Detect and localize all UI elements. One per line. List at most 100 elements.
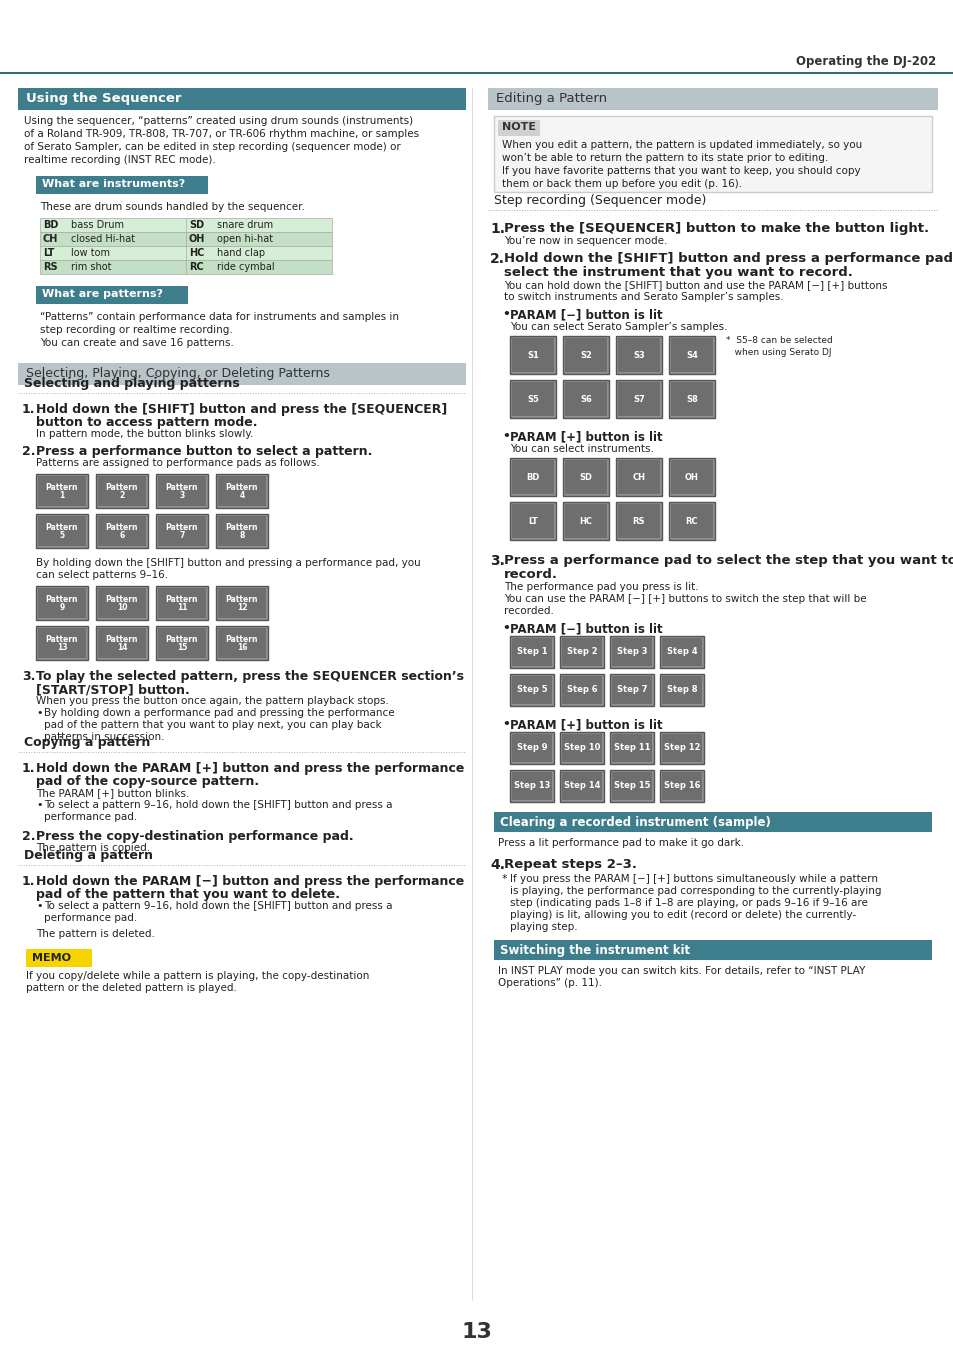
Bar xyxy=(668,458,714,495)
Bar xyxy=(215,586,268,620)
Text: 1.: 1. xyxy=(22,875,35,888)
Text: Pattern: Pattern xyxy=(106,524,138,532)
Bar xyxy=(564,504,606,539)
Text: pattern or the deleted pattern is played.: pattern or the deleted pattern is played… xyxy=(26,983,236,994)
Text: PARAM [−] button is lit: PARAM [−] button is lit xyxy=(510,308,662,321)
Bar xyxy=(40,217,332,232)
Text: Pattern: Pattern xyxy=(226,595,258,605)
Text: Step 9: Step 9 xyxy=(517,744,547,752)
Bar xyxy=(661,734,701,761)
Text: RC: RC xyxy=(685,517,698,525)
Bar xyxy=(661,639,701,666)
Bar xyxy=(18,363,465,385)
Bar xyxy=(609,674,654,706)
Bar xyxy=(215,514,268,548)
Bar xyxy=(559,636,603,668)
Bar xyxy=(38,589,86,618)
Text: 1.: 1. xyxy=(22,761,35,775)
Bar xyxy=(98,477,146,506)
Bar xyxy=(668,502,714,540)
Bar xyxy=(512,676,552,703)
Text: Press a lit performance pad to make it go dark.: Press a lit performance pad to make it g… xyxy=(497,838,743,848)
Text: Hold down the [SHIFT] button and press the [SEQUENCER]: Hold down the [SHIFT] button and press t… xyxy=(36,404,447,416)
Text: When you press the button once again, the pattern playback stops.: When you press the button once again, th… xyxy=(36,697,389,706)
Bar xyxy=(616,379,661,418)
Text: them or back them up before you edit (p. 16).: them or back them up before you edit (p.… xyxy=(501,180,741,189)
Bar xyxy=(18,88,465,109)
Bar xyxy=(98,589,146,618)
Text: Hold down the PARAM [+] button and press the performance: Hold down the PARAM [+] button and press… xyxy=(36,761,464,775)
Bar xyxy=(668,379,714,418)
Text: Hold down the PARAM [−] button and press the performance: Hold down the PARAM [−] button and press… xyxy=(36,875,464,888)
Text: recorded.: recorded. xyxy=(503,606,554,616)
Text: Pattern: Pattern xyxy=(166,483,198,493)
Bar xyxy=(36,176,208,194)
Bar xyxy=(618,504,659,539)
Bar xyxy=(96,626,148,660)
Bar xyxy=(659,636,703,668)
Text: Pattern: Pattern xyxy=(46,483,78,493)
Bar xyxy=(512,504,554,539)
Text: Pattern: Pattern xyxy=(106,636,138,644)
Text: S6: S6 xyxy=(579,394,591,404)
Bar xyxy=(564,382,606,416)
Text: Press a performance pad to select the step that you want to: Press a performance pad to select the st… xyxy=(503,554,953,567)
Bar xyxy=(510,379,556,418)
Text: 12: 12 xyxy=(236,603,247,613)
Text: S8: S8 xyxy=(685,394,698,404)
Text: PARAM [−] button is lit: PARAM [−] button is lit xyxy=(510,622,662,634)
Text: HC: HC xyxy=(189,248,204,258)
Bar xyxy=(512,460,554,494)
Text: Pattern: Pattern xyxy=(166,636,198,644)
Bar xyxy=(494,116,931,192)
Bar xyxy=(564,338,606,373)
Text: Step 6: Step 6 xyxy=(566,686,597,694)
Text: By holding down the [SHIFT] button and pressing a performance pad, you: By holding down the [SHIFT] button and p… xyxy=(36,558,420,568)
Bar xyxy=(659,769,703,802)
Text: of Serato Sampler, can be edited in step recording (sequencer mode) or: of Serato Sampler, can be edited in step… xyxy=(24,142,400,153)
Bar xyxy=(215,626,268,660)
Bar xyxy=(96,586,148,620)
Bar xyxy=(36,626,88,660)
Text: 2.: 2. xyxy=(490,252,504,266)
Text: S3: S3 xyxy=(633,351,644,359)
Text: In INST PLAY mode you can switch kits. For details, refer to “INST PLAY: In INST PLAY mode you can switch kits. F… xyxy=(497,967,864,976)
Text: If you press the PARAM [−] [+] buttons simultaneously while a pattern: If you press the PARAM [−] [+] buttons s… xyxy=(510,873,877,884)
Text: patterns in succession.: patterns in succession. xyxy=(44,732,164,742)
Bar xyxy=(616,458,661,495)
Bar xyxy=(618,382,659,416)
Bar xyxy=(612,772,651,801)
Bar xyxy=(512,734,552,761)
Text: S7: S7 xyxy=(633,394,644,404)
Bar xyxy=(562,502,608,540)
Text: 1.: 1. xyxy=(22,404,35,416)
Bar xyxy=(618,460,659,494)
Text: Operations” (p. 11).: Operations” (p. 11). xyxy=(497,977,601,988)
Text: If you copy/delete while a pattern is playing, the copy-destination: If you copy/delete while a pattern is pl… xyxy=(26,971,369,981)
Bar xyxy=(158,589,206,618)
Bar xyxy=(497,120,539,136)
Bar xyxy=(670,338,712,373)
Bar xyxy=(40,261,332,274)
Text: If you have favorite patterns that you want to keep, you should copy: If you have favorite patterns that you w… xyxy=(501,166,860,176)
Text: Editing a Pattern: Editing a Pattern xyxy=(496,92,606,105)
Bar xyxy=(510,502,556,540)
Text: Step 11: Step 11 xyxy=(613,744,650,752)
Text: Pattern: Pattern xyxy=(46,595,78,605)
Bar xyxy=(156,514,208,548)
Bar xyxy=(36,586,88,620)
Text: By holding down a performance pad and pressing the performance: By holding down a performance pad and pr… xyxy=(44,707,395,718)
Text: PARAM [+] button is lit: PARAM [+] button is lit xyxy=(510,718,662,730)
Bar xyxy=(26,949,91,967)
Text: *  S5–8 can be selected: * S5–8 can be selected xyxy=(725,336,832,346)
Text: Step 16: Step 16 xyxy=(663,782,700,791)
Text: realtime recording (INST REC mode).: realtime recording (INST REC mode). xyxy=(24,155,215,165)
Text: Press the copy-destination performance pad.: Press the copy-destination performance p… xyxy=(36,830,354,842)
Text: button to access pattern mode.: button to access pattern mode. xyxy=(36,416,257,429)
Text: •: • xyxy=(501,718,509,730)
Bar xyxy=(218,589,266,618)
Text: won’t be able to return the pattern to its state prior to editing.: won’t be able to return the pattern to i… xyxy=(501,153,827,163)
Text: •: • xyxy=(36,707,43,718)
Text: Pattern: Pattern xyxy=(46,636,78,644)
Text: Step 14: Step 14 xyxy=(563,782,599,791)
